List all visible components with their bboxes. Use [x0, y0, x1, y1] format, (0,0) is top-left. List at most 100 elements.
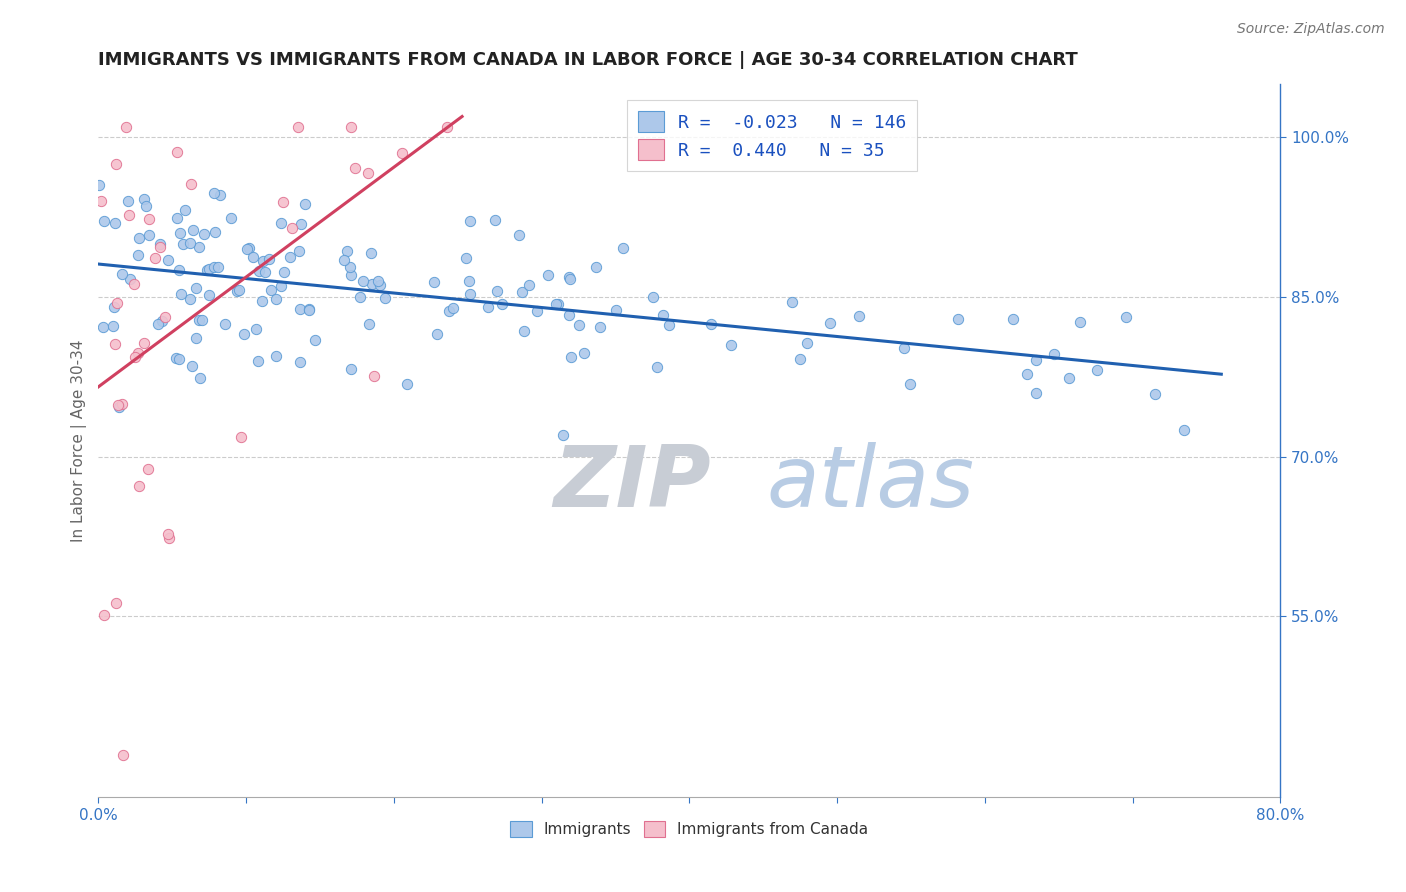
Point — [391, 145, 413, 160]
Point — [266, 350, 288, 364]
Point — [1173, 423, 1195, 437]
Point — [436, 120, 458, 134]
Point — [477, 300, 499, 314]
Point — [169, 262, 191, 277]
Point — [127, 346, 149, 360]
Point — [558, 269, 581, 284]
Point — [491, 297, 513, 311]
Point — [169, 226, 191, 240]
Point — [360, 245, 382, 260]
Point — [558, 272, 581, 286]
Point — [253, 264, 276, 278]
Point — [458, 214, 481, 228]
Text: Source: ZipAtlas.com: Source: ZipAtlas.com — [1237, 22, 1385, 37]
Point — [90, 194, 112, 209]
Point — [368, 278, 391, 293]
Point — [156, 527, 179, 541]
Point — [138, 211, 160, 226]
Point — [132, 335, 155, 350]
Point — [1025, 386, 1047, 401]
Point — [298, 303, 321, 318]
Point — [546, 297, 568, 311]
Point — [780, 294, 803, 309]
Point — [226, 284, 249, 298]
Text: IMMIGRANTS VS IMMIGRANTS FROM CANADA IN LABOR FORCE | AGE 30-34 CORRELATION CHAR: IMMIGRANTS VS IMMIGRANTS FROM CANADA IN … — [98, 51, 1078, 69]
Point — [1015, 367, 1038, 381]
Point — [235, 243, 257, 257]
Point — [458, 287, 481, 301]
Point — [247, 264, 270, 278]
Text: ZIP: ZIP — [554, 442, 711, 525]
Point — [136, 462, 159, 476]
Point — [260, 283, 283, 297]
Legend: Immigrants, Immigrants from Canada: Immigrants, Immigrants from Canada — [505, 815, 875, 843]
Point — [135, 199, 157, 213]
Point — [118, 208, 141, 222]
Point — [195, 263, 218, 277]
Point — [658, 318, 681, 332]
Point — [179, 235, 201, 250]
Point — [128, 231, 150, 245]
Point — [848, 310, 870, 324]
Point — [441, 301, 464, 315]
Point — [359, 317, 381, 331]
Point — [221, 211, 243, 225]
Point — [898, 377, 921, 392]
Point — [437, 304, 460, 318]
Point — [252, 253, 274, 268]
Point — [148, 240, 170, 254]
Point — [605, 302, 627, 317]
Point — [946, 311, 969, 326]
Point — [172, 237, 194, 252]
Point — [264, 292, 287, 306]
Point — [484, 213, 506, 227]
Point — [202, 260, 225, 274]
Point — [270, 217, 292, 231]
Point — [645, 359, 668, 374]
Point — [127, 248, 149, 262]
Point — [257, 252, 280, 267]
Point — [170, 286, 193, 301]
Point — [181, 223, 204, 237]
Point — [352, 274, 374, 288]
Point — [112, 747, 135, 762]
Point — [336, 244, 359, 259]
Point — [517, 277, 540, 292]
Point — [396, 377, 419, 392]
Point — [585, 260, 607, 274]
Point — [508, 227, 530, 242]
Point — [422, 275, 444, 289]
Point — [128, 479, 150, 493]
Point — [1085, 363, 1108, 377]
Text: atlas: atlas — [766, 442, 974, 525]
Point — [117, 194, 139, 209]
Point — [238, 241, 260, 255]
Point — [332, 252, 354, 267]
Point — [304, 333, 326, 347]
Point — [298, 301, 321, 316]
Point — [132, 192, 155, 206]
Point — [553, 428, 575, 442]
Point — [231, 430, 253, 444]
Point — [513, 324, 536, 338]
Point — [104, 216, 127, 230]
Point — [105, 596, 128, 610]
Point — [157, 531, 180, 545]
Point — [165, 351, 187, 366]
Point — [246, 354, 269, 368]
Point — [145, 251, 167, 265]
Point — [1043, 347, 1066, 361]
Point — [208, 188, 231, 202]
Point — [290, 217, 312, 231]
Point — [245, 322, 267, 336]
Point — [510, 285, 533, 299]
Point — [188, 371, 211, 385]
Point — [366, 274, 388, 288]
Point — [789, 351, 811, 366]
Point — [271, 194, 294, 209]
Point — [91, 320, 114, 334]
Point — [187, 239, 209, 253]
Point — [153, 310, 176, 325]
Point — [1059, 371, 1081, 385]
Point — [146, 317, 169, 331]
